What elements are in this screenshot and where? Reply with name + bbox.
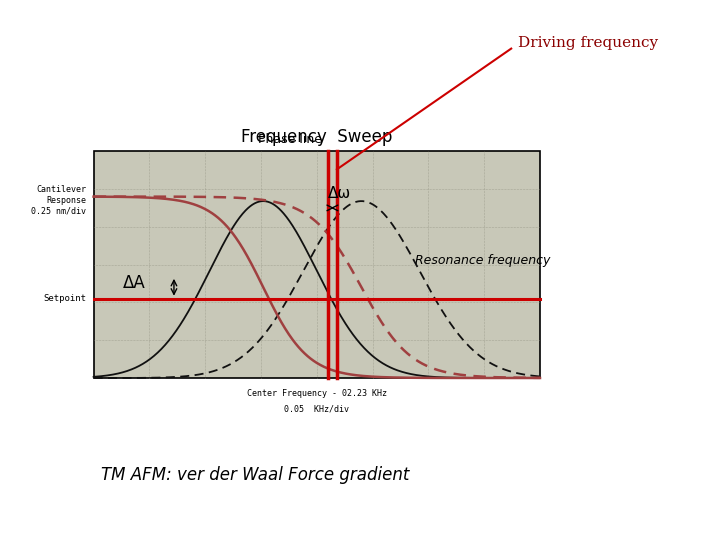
Text: ΔA: ΔA (122, 274, 145, 292)
Text: Center Frequency - 02.23 KHz: Center Frequency - 02.23 KHz (247, 389, 387, 398)
Text: Δω: Δω (328, 186, 351, 201)
Text: 0.05  KHz/div: 0.05 KHz/div (284, 405, 349, 414)
Bar (94, 151, 540, 378)
Text: Phase line: Phase line (258, 133, 322, 146)
Text: Driving frequency: Driving frequency (518, 36, 659, 50)
Text: Setpoint: Setpoint (43, 294, 86, 303)
Text: Frequency  Sweep: Frequency Sweep (241, 128, 392, 146)
Text: Resonance frequency: Resonance frequency (415, 254, 550, 267)
Text: TM AFM: ver der Waal Force gradient: TM AFM: ver der Waal Force gradient (101, 466, 409, 484)
Text: Cantilever
Response
0.25 nm/div: Cantilever Response 0.25 nm/div (32, 185, 86, 215)
